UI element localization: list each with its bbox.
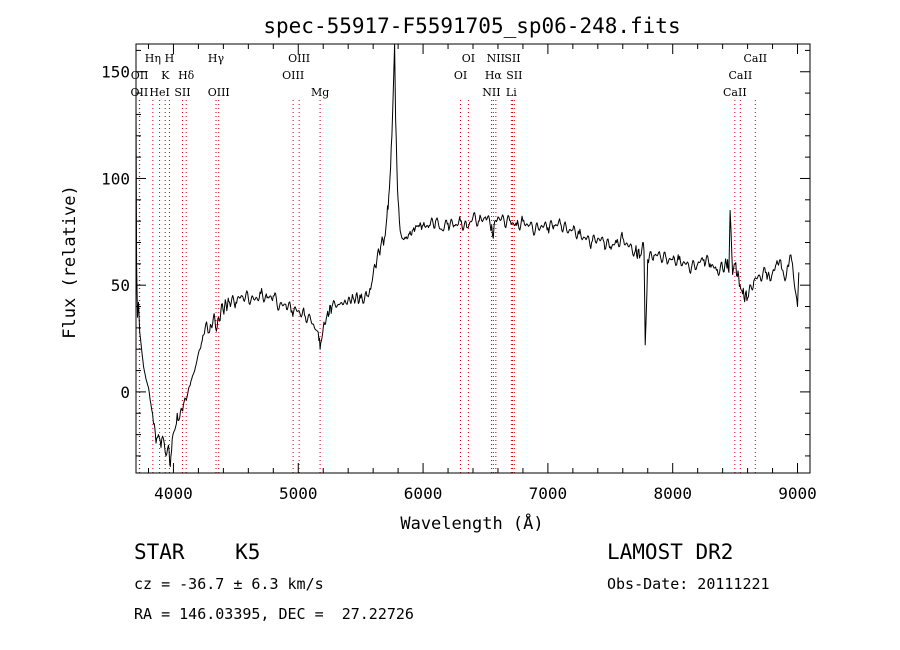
y-axis-label: Flux (relative) — [60, 185, 80, 339]
line-marker-label-16: Hα — [485, 69, 503, 82]
y-tick-label-1: 50 — [111, 276, 130, 295]
line-marker-label-13: OI — [454, 69, 467, 82]
line-marker-label-22: CaII — [729, 69, 753, 82]
x-tick-label-0: 4000 — [154, 484, 193, 503]
survey-name: LAMOST DR2 — [607, 540, 734, 564]
object-class: STAR K5 — [134, 540, 261, 564]
observation-date: Obs-Date: 20111221 — [607, 575, 770, 593]
line-marker-label-5: H — [165, 52, 175, 65]
line-marker-label-19: SII — [504, 52, 520, 65]
spectrum-chart: spec-55917-F5591705_sp06-248.fits OIIOII… — [60, 14, 817, 534]
line-marker-label-4: K — [161, 69, 170, 82]
line-marker-label-12: Mg — [311, 86, 329, 99]
plot-frame — [135, 43, 811, 474]
coordinates: RA = 146.03395, DEC = 27.22726 — [134, 605, 414, 623]
line-marker-label-17: NII — [487, 52, 505, 65]
x-tick-label-2: 6000 — [404, 484, 443, 503]
line-marker-label-0: OII — [131, 86, 149, 99]
spectrum-line — [135, 43, 800, 468]
line-markers — [138, 100, 756, 473]
x-tick-label-1: 5000 — [279, 484, 318, 503]
line-marker-label-23: CaII — [743, 52, 767, 65]
line-marker-label-10: OIII — [282, 69, 304, 82]
y-tick-label-2: 100 — [101, 169, 130, 188]
line-marker-label-7: SII — [174, 86, 190, 99]
x-tick-label-5: 9000 — [778, 484, 817, 503]
line-marker-label-15: NII — [482, 86, 500, 99]
chart-title: spec-55917-F5591705_sp06-248.fits — [263, 14, 680, 38]
redshift-velocity: cz = -36.7 ± 6.3 km/s — [134, 575, 324, 593]
y-axis: 0 50 100 150 — [101, 49, 810, 457]
y-tick-label-3: 150 — [101, 63, 130, 82]
x-axis: 4000 5000 6000 7000 8000 9000 — [147, 44, 817, 503]
line-marker-label-2: Hη — [145, 52, 161, 65]
x-tick-label-3: 7000 — [529, 484, 568, 503]
line-marker-label-9: OIII — [208, 86, 230, 99]
line-marker-label-11: OIII — [288, 52, 310, 65]
y-tick-label-0: 0 — [120, 383, 130, 402]
line-marker-label-20: SII — [506, 69, 522, 82]
line-marker-label-14: OI — [462, 52, 475, 65]
x-tick-label-4: 8000 — [653, 484, 692, 503]
line-marker-label-1: OII — [131, 69, 149, 82]
line-marker-label-18: Li — [506, 86, 517, 99]
line-marker-label-6: Hδ — [178, 69, 195, 82]
line-marker-label-3: HeI — [149, 86, 169, 99]
line-marker-label-8: Hγ — [208, 52, 225, 65]
x-axis-label: Wavelength (Å) — [400, 512, 543, 534]
line-marker-label-21: CaII — [723, 86, 747, 99]
